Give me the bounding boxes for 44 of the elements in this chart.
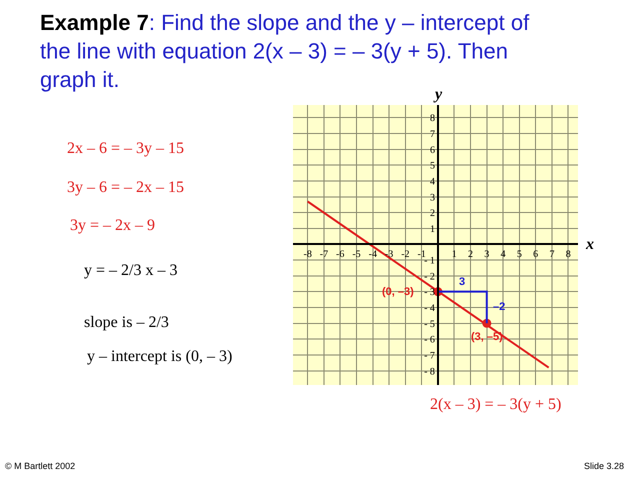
x-tick-label: -6 — [336, 249, 344, 260]
y-tick-label: - 1 — [424, 256, 435, 267]
y-tick-label: - 2 — [424, 271, 435, 282]
annotation: –2 — [493, 301, 506, 313]
y-tick-label: - 7 — [424, 350, 435, 362]
x-tick-label: 5 — [516, 249, 522, 260]
y-tick-label: 2 — [430, 208, 435, 220]
y-tick-label: 7 — [430, 128, 435, 140]
y-tick-label: 5 — [430, 160, 435, 172]
x-tick-label: 2 — [468, 249, 474, 260]
x-tick-label: -4 — [368, 249, 377, 260]
text: y = – 2/3 x – 3 — [84, 262, 178, 279]
x-axis-title: x — [585, 236, 594, 253]
annotation: (0, –3) — [382, 286, 414, 298]
x-tick-label: 6 — [533, 249, 538, 260]
x-tick-label: 7 — [549, 249, 554, 260]
text: 3y = – 2x – 9 — [70, 217, 156, 234]
y-tick-label: 3 — [430, 192, 435, 204]
y-tick-label: - 3 — [424, 287, 435, 298]
y-tick-label: 4 — [430, 176, 435, 188]
y-tick-label: 8 — [430, 113, 435, 124]
x-tick-label: 4 — [500, 249, 506, 260]
text: 3y – 6 = – 2x – 15 — [67, 179, 184, 196]
text: Slide 3.28 — [584, 461, 624, 471]
text: © M Bartlett 2002 — [5, 461, 76, 471]
text: y – intercept is (0, – 3) — [87, 348, 232, 365]
x-tick-label: -2 — [401, 249, 410, 260]
annotation: 3 — [459, 276, 466, 288]
x-tick-label: -5 — [352, 249, 361, 260]
x-tick-label: -8 — [303, 249, 312, 260]
x-tick-label: -7 — [320, 249, 328, 260]
y-tick-label: - 4 — [424, 302, 435, 314]
x-tick-label: 1 — [452, 249, 457, 260]
text: 2x – 6 = – 3y – 15 — [67, 140, 184, 157]
y-tick-label: 1 — [430, 224, 435, 235]
x-tick-label: 3 — [484, 249, 490, 260]
y-tick-label: - 6 — [424, 334, 435, 346]
x-tick-label: 8 — [566, 249, 571, 260]
y-tick-label: - 8 — [424, 366, 435, 378]
text: slope is – 2/3 — [84, 314, 169, 331]
x-tick-label: -1 — [417, 249, 426, 260]
y-tick-label: 6 — [430, 144, 435, 156]
y-tick-label: - 5 — [424, 318, 435, 330]
text: 2(x – 3) = – 3(y + 5) — [430, 396, 562, 413]
